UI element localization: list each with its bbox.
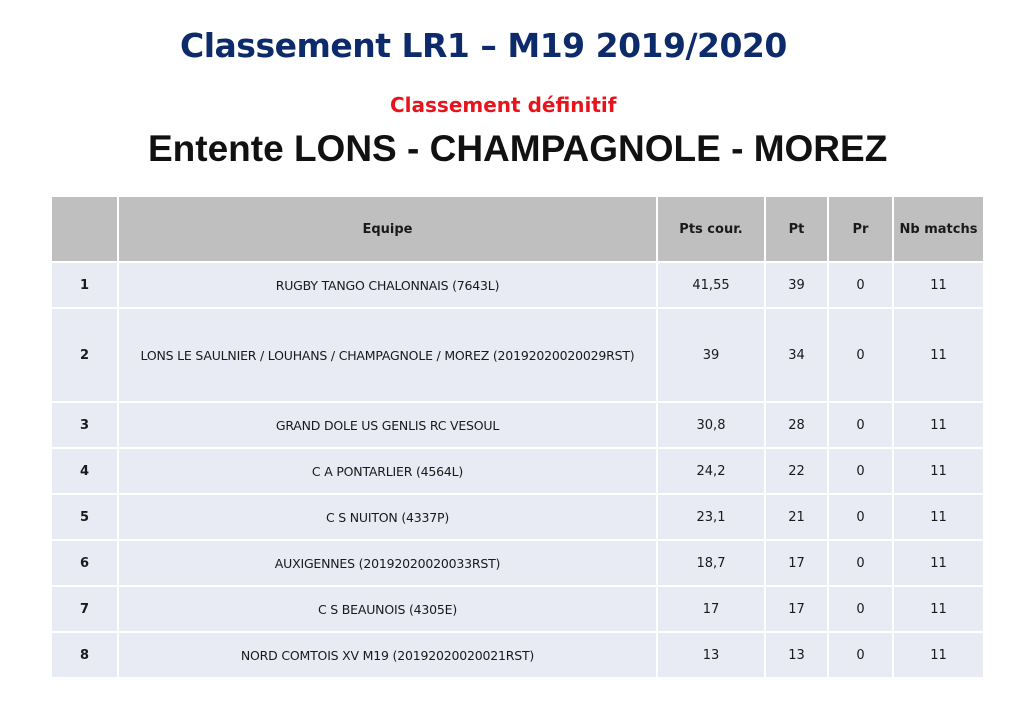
nb-matchs-cell: 11 — [892, 401, 985, 449]
pt-cell: 28 — [764, 401, 829, 449]
ranking-table: Equipe Pts cour. Pt Pr Nb matchs 1 RUGBY… — [50, 195, 985, 679]
nb-matchs-cell: 11 — [892, 585, 985, 633]
table-row: 4 C A PONTARLIER (4564L) 24,2 22 0 11 — [50, 447, 985, 495]
table-row: 1 RUGBY TANGO CHALONNAIS (7643L) 41,55 3… — [50, 261, 985, 309]
ranking-status-subtitle: Classement définitif — [390, 93, 617, 117]
nb-matchs-cell: 11 — [892, 631, 985, 679]
pr-cell: 0 — [827, 261, 894, 309]
table-header-row: Equipe Pts cour. Pt Pr Nb matchs — [50, 195, 985, 263]
table-row: 2 LONS LE SAULNIER / LOUHANS / CHAMPAGNO… — [50, 307, 985, 403]
pr-cell: 0 — [827, 493, 894, 541]
pr-cell: 0 — [827, 307, 894, 403]
pt-cell: 17 — [764, 539, 829, 587]
column-header-rank — [50, 195, 119, 263]
column-header-pts-cour: Pts cour. — [656, 195, 766, 263]
pts-cour-cell: 24,2 — [656, 447, 766, 495]
pts-cour-cell: 30,8 — [656, 401, 766, 449]
pr-cell: 0 — [827, 539, 894, 587]
team-cell: C S BEAUNOIS (4305E) — [117, 585, 658, 633]
team-cell: C A PONTARLIER (4564L) — [117, 447, 658, 495]
rank-cell: 4 — [50, 447, 119, 495]
team-cell: NORD COMTOIS XV M19 (20192020020021RST) — [117, 631, 658, 679]
rank-cell: 8 — [50, 631, 119, 679]
pts-cour-cell: 23,1 — [656, 493, 766, 541]
pr-cell: 0 — [827, 585, 894, 633]
table-row: 3 GRAND DOLE US GENLIS RC VESOUL 30,8 28… — [50, 401, 985, 449]
team-cell: C S NUITON (4337P) — [117, 493, 658, 541]
team-cell: RUGBY TANGO CHALONNAIS (7643L) — [117, 261, 658, 309]
pt-cell: 39 — [764, 261, 829, 309]
table-row: 5 C S NUITON (4337P) 23,1 21 0 11 — [50, 493, 985, 541]
column-header-pt: Pt — [764, 195, 829, 263]
rank-cell: 3 — [50, 401, 119, 449]
nb-matchs-cell: 11 — [892, 307, 985, 403]
table-row: 6 AUXIGENNES (20192020020033RST) 18,7 17… — [50, 539, 985, 587]
pts-cour-cell: 18,7 — [656, 539, 766, 587]
rank-cell: 5 — [50, 493, 119, 541]
rank-cell: 2 — [50, 307, 119, 403]
column-header-nb-matchs: Nb matchs — [892, 195, 985, 263]
pt-cell: 17 — [764, 585, 829, 633]
pr-cell: 0 — [827, 631, 894, 679]
team-cell: GRAND DOLE US GENLIS RC VESOUL — [117, 401, 658, 449]
nb-matchs-cell: 11 — [892, 447, 985, 495]
table-row: 8 NORD COMTOIS XV M19 (20192020020021RST… — [50, 631, 985, 679]
pts-cour-cell: 13 — [656, 631, 766, 679]
pr-cell: 0 — [827, 401, 894, 449]
page-title: Classement LR1 – M19 2019/2020 — [180, 26, 787, 65]
pr-cell: 0 — [827, 447, 894, 495]
pts-cour-cell: 41,55 — [656, 261, 766, 309]
team-cell: AUXIGENNES (20192020020033RST) — [117, 539, 658, 587]
pts-cour-cell: 17 — [656, 585, 766, 633]
pts-cour-cell: 39 — [656, 307, 766, 403]
pt-cell: 22 — [764, 447, 829, 495]
pt-cell: 34 — [764, 307, 829, 403]
team-cell: LONS LE SAULNIER / LOUHANS / CHAMPAGNOLE… — [117, 307, 658, 403]
table-row: 7 C S BEAUNOIS (4305E) 17 17 0 11 — [50, 585, 985, 633]
nb-matchs-cell: 11 — [892, 539, 985, 587]
column-header-pr: Pr — [827, 195, 894, 263]
pt-cell: 13 — [764, 631, 829, 679]
column-header-team: Equipe — [117, 195, 658, 263]
rank-cell: 1 — [50, 261, 119, 309]
nb-matchs-cell: 11 — [892, 493, 985, 541]
team-subtitle: Entente LONS - CHAMPAGNOLE - MOREZ — [148, 128, 888, 169]
rank-cell: 6 — [50, 539, 119, 587]
pt-cell: 21 — [764, 493, 829, 541]
nb-matchs-cell: 11 — [892, 261, 985, 309]
rank-cell: 7 — [50, 585, 119, 633]
